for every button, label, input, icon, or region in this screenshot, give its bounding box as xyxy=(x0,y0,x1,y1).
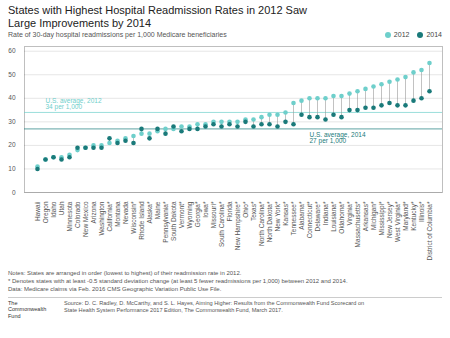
svg-text:Oklahoma*: Oklahoma* xyxy=(338,201,345,234)
svg-text:Alaska*: Alaska* xyxy=(146,201,153,224)
svg-text:North Carolina*: North Carolina* xyxy=(258,201,265,246)
svg-text:Mississippi*: Mississippi* xyxy=(378,201,386,235)
html-text:Notes: States are arranged in: Notes: States are arranged in order (low… xyxy=(8,270,348,292)
svg-text:New York*: New York* xyxy=(274,201,281,231)
svg-text:0: 0 xyxy=(12,189,16,196)
svg-text:New Jersey*: New Jersey* xyxy=(386,201,394,238)
svg-text:Kentucky*: Kentucky* xyxy=(410,201,418,231)
svg-text:10: 10 xyxy=(8,165,16,172)
svg-text:Pennsylvania*: Pennsylvania* xyxy=(162,201,170,243)
html-text:2012: 2012 xyxy=(393,31,410,39)
svg-text:South Dakota: South Dakota xyxy=(170,201,177,241)
html-text:Large Improvements by 2014: Large Improvements by 2014 xyxy=(8,16,152,29)
svg-text:Georgia*: Georgia* xyxy=(194,201,202,227)
svg-text:Florida: Florida xyxy=(226,201,233,221)
svg-text:Nevada: Nevada xyxy=(122,201,129,224)
svg-text:Massachusetts*: Massachusetts* xyxy=(354,201,361,247)
html-text:Source: D. C. Radley, D. McCar: Source: D. C. Radley, D. McCarthy, and S… xyxy=(64,299,365,314)
svg-text:Connecticut*: Connecticut* xyxy=(306,201,313,238)
svg-text:60: 60 xyxy=(8,48,16,55)
svg-text:U.S. average, 201427 per 1,000: U.S. average, 201427 per 1,000 xyxy=(310,131,366,146)
svg-text:40: 40 xyxy=(8,95,16,102)
svg-text:Tennessee*: Tennessee* xyxy=(290,201,297,235)
svg-text:Alabama*: Alabama* xyxy=(298,201,305,230)
svg-text:Hawaii: Hawaii xyxy=(34,202,41,222)
svg-text:Maine: Maine xyxy=(154,201,161,219)
svg-text:U.S. average, 201234 per 1,000: U.S. average, 201234 per 1,000 xyxy=(46,97,102,112)
svg-text:California*: California* xyxy=(106,201,113,231)
svg-text:Arizona: Arizona xyxy=(90,201,97,223)
svg-text:Utah: Utah xyxy=(58,201,65,215)
svg-text:50: 50 xyxy=(8,71,16,78)
svg-text:Virginia*: Virginia* xyxy=(346,201,354,226)
html-text:The Commonwealth Fund: The Commonwealth Fund xyxy=(8,299,47,319)
svg-text:Kansas*: Kansas* xyxy=(282,201,289,226)
svg-text:Delaware*: Delaware* xyxy=(314,201,321,231)
svg-text:Illinois*: Illinois* xyxy=(418,201,425,222)
svg-text:West Virginia*: West Virginia* xyxy=(394,201,402,242)
svg-text:Idaho: Idaho xyxy=(50,201,57,218)
svg-text:Missouri*: Missouri* xyxy=(210,201,217,228)
html-text:States with Highest Hospital R: States with Highest Hospital Readmission… xyxy=(8,4,307,16)
svg-text:Louisiana*: Louisiana* xyxy=(330,201,337,232)
svg-text:Maryland*: Maryland* xyxy=(402,201,410,231)
svg-text:Ohio*: Ohio* xyxy=(242,201,249,218)
svg-text:Wyoming: Wyoming xyxy=(186,201,194,228)
svg-text:North Dakota*: North Dakota* xyxy=(266,201,273,242)
svg-text:Minnesota: Minnesota xyxy=(66,201,73,231)
svg-text:Arkansas*: Arkansas* xyxy=(362,201,369,231)
html-text:Rate of 30-day hospital readmi: Rate of 30-day hospital readmissions per… xyxy=(8,31,227,39)
svg-text:Colorado: Colorado xyxy=(74,201,81,228)
svg-text:Wisconsin*: Wisconsin* xyxy=(130,201,137,234)
svg-text:Washington: Washington xyxy=(98,201,106,235)
svg-text:South Carolina*: South Carolina* xyxy=(218,201,225,247)
svg-text:30: 30 xyxy=(8,118,16,125)
svg-text:Texas*: Texas* xyxy=(250,201,257,221)
svg-text:Montana: Montana xyxy=(114,201,121,227)
svg-text:Oregon: Oregon xyxy=(42,201,50,223)
html-text:2014: 2014 xyxy=(426,31,442,39)
svg-text:20: 20 xyxy=(8,142,16,149)
svg-text:Iowa*: Iowa* xyxy=(202,201,209,218)
svg-text:District of Columbia*: District of Columbia* xyxy=(426,201,433,260)
svg-text:New Hampshire*: New Hampshire* xyxy=(234,201,242,250)
svg-text:Rhode Island: Rhode Island xyxy=(138,201,145,240)
svg-text:Vermont*: Vermont* xyxy=(178,201,185,228)
svg-text:Michigan*: Michigan* xyxy=(370,201,378,230)
svg-text:Indiana*: Indiana* xyxy=(322,201,329,225)
svg-text:New Mexico: New Mexico xyxy=(82,201,89,237)
